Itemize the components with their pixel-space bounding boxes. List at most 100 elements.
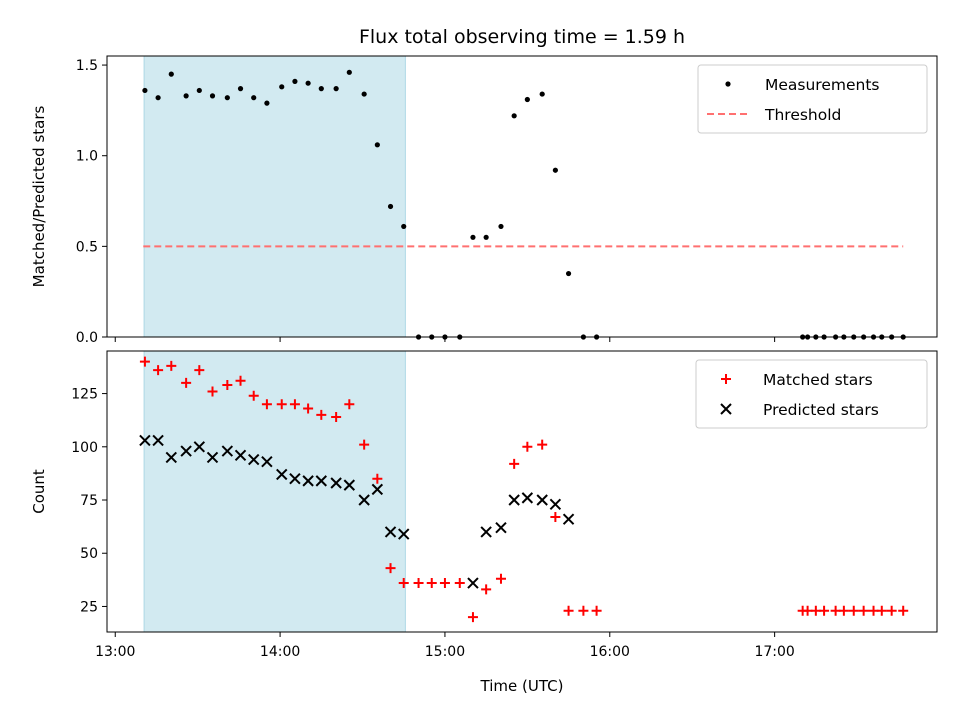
data-point: [207, 386, 218, 397]
data-point: [302, 475, 314, 487]
data-point: [467, 577, 479, 589]
legend-label: Predicted stars: [763, 401, 879, 419]
legend: Measurements Threshold: [697, 64, 928, 134]
data-point: [536, 494, 548, 506]
data-point: [330, 477, 342, 489]
data-point: [550, 512, 561, 523]
data-point: [221, 445, 234, 457]
data-point: [495, 573, 506, 584]
data-point: [206, 451, 219, 464]
data-point: [439, 578, 450, 589]
data-point: [234, 449, 247, 462]
data-point: [454, 578, 465, 589]
data-point: [224, 95, 230, 101]
data-point: [578, 605, 589, 616]
data-point: [498, 223, 504, 230]
data-point: [318, 86, 324, 92]
legend-marker-measurements: [725, 81, 731, 87]
data-point: [848, 605, 859, 616]
data-point: [248, 390, 259, 401]
data-point: [508, 494, 520, 506]
data-point: [235, 375, 246, 386]
data-point: [522, 441, 533, 452]
legend: Matched stars Predicted stars: [695, 359, 928, 429]
x-tick-label: 16:00: [590, 644, 630, 660]
data-point: [139, 434, 151, 447]
data-point: [552, 167, 558, 173]
data-point: [876, 605, 887, 616]
data-point: [180, 445, 192, 457]
data-point: [303, 403, 314, 414]
legend-label: Matched stars: [763, 371, 873, 389]
data-point: [509, 458, 520, 469]
data-point: [264, 100, 270, 106]
bottom-panel: 25 50 75 100 125 13:00 14:00 15:00 16:00 17:00 Cou…: [30, 350, 938, 660]
data-point: [276, 468, 288, 481]
data-point: [413, 578, 424, 589]
data-point: [385, 563, 396, 574]
data-point: [372, 473, 383, 484]
data-point: [276, 399, 287, 410]
top-panel: 0.0 0.5 1.0 1.5 Matched/Predicted stars Measu…: [30, 55, 938, 346]
data-point: [819, 605, 830, 616]
data-point: [289, 399, 300, 410]
data-point: [343, 479, 356, 491]
y-tick-label: 100: [71, 440, 98, 456]
data-point: [398, 528, 410, 540]
y-tick-label: 0.0: [76, 330, 98, 346]
y-tick-label: 75: [80, 493, 98, 509]
legend-label: Measurements: [765, 76, 880, 94]
data-point: [292, 78, 298, 84]
series-predicted-stars: [139, 434, 575, 589]
data-point: [387, 203, 394, 210]
data-point: [565, 270, 572, 277]
x-tick-label: 17:00: [754, 644, 794, 660]
data-point: [139, 356, 150, 367]
data-point: [886, 605, 897, 616]
data-point: [401, 223, 407, 230]
data-point: [562, 513, 575, 525]
data-point: [193, 441, 206, 453]
data-point: [480, 526, 492, 538]
x-tick-label: 13:00: [95, 644, 135, 660]
data-point: [196, 87, 202, 94]
y-tick-label: 1.5: [76, 58, 98, 74]
data-point: [237, 86, 244, 92]
y-tick-label: 1.0: [76, 149, 98, 165]
data-point: [361, 91, 367, 97]
data-point: [168, 71, 174, 77]
data-point: [467, 612, 478, 623]
data-point: [539, 91, 545, 97]
data-point: [165, 451, 177, 464]
x-tick-label: 14:00: [260, 644, 300, 660]
data-point: [384, 526, 397, 538]
data-point: [279, 84, 285, 90]
chart-title: Flux total observing time = 1.59 h: [359, 26, 685, 48]
data-point: [316, 409, 327, 420]
y-tick-label: 0.5: [76, 239, 98, 255]
y-axis-label: Matched/Predicted stars: [30, 106, 48, 288]
y-tick-label: 25: [80, 599, 98, 615]
legend-marker-matched: [721, 374, 731, 384]
data-point: [166, 360, 177, 371]
data-point: [858, 605, 869, 616]
data-point: [374, 142, 380, 148]
data-point: [521, 492, 534, 504]
data-point: [563, 605, 574, 616]
data-point: [344, 399, 355, 410]
shaded-interval: [143, 55, 406, 338]
y-tick-label: 50: [80, 546, 98, 562]
data-point: [549, 498, 562, 510]
data-point: [183, 93, 189, 99]
data-point: [359, 439, 370, 450]
data-point: [261, 455, 273, 468]
data-point: [333, 86, 339, 92]
data-point: [331, 411, 342, 422]
data-point: [591, 605, 602, 616]
y-tick-label: 125: [71, 387, 98, 403]
data-point: [315, 475, 328, 487]
x-axis-label: Time (UTC): [480, 677, 564, 695]
data-point: [305, 80, 311, 86]
data-point: [511, 113, 517, 119]
legend-box: [697, 64, 928, 134]
